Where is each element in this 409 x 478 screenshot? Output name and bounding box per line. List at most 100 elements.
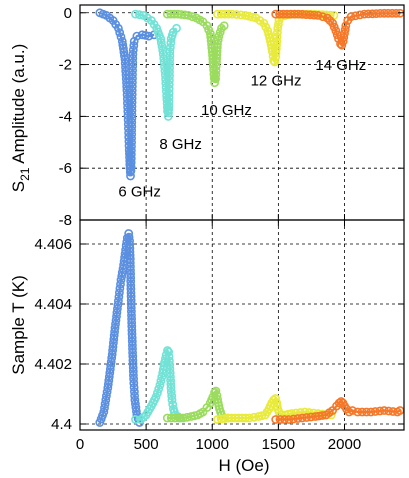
data-point — [127, 137, 136, 147]
data-point — [166, 413, 176, 423]
data-point — [99, 407, 109, 417]
data-point — [236, 10, 246, 20]
data-point — [127, 78, 137, 87]
data-point — [275, 415, 285, 424]
data-point — [126, 171, 135, 181]
data-point — [370, 407, 380, 416]
data-point — [102, 391, 111, 401]
data-point — [297, 413, 307, 423]
y-tick-label: 4.4 — [51, 416, 72, 433]
data-point — [165, 67, 174, 77]
s21-ylabel-prefix: S — [9, 181, 28, 192]
data-point — [100, 403, 109, 413]
x-tick-label: 500 — [134, 436, 159, 453]
data-point — [270, 57, 280, 67]
data-point — [129, 387, 139, 396]
y-tick-label: 4.402 — [34, 356, 72, 373]
y-tick-label: -2 — [59, 57, 72, 74]
data-point — [167, 391, 177, 401]
data-point — [355, 10, 365, 20]
data-point — [272, 40, 281, 50]
data-point — [284, 415, 294, 424]
frequency-annotations: 6 GHz 8 GHz 10 GHz 12 GHz 14 GHz — [118, 57, 366, 201]
x-tick-label: 0 — [76, 436, 84, 453]
data-point — [341, 21, 351, 31]
bottom-plot-frame — [79, 219, 405, 431]
frequency-annotation: 12 GHz — [251, 72, 302, 89]
data-point — [113, 300, 123, 310]
data-point — [302, 413, 311, 422]
data-point — [178, 413, 188, 423]
data-point — [213, 39, 222, 49]
data-point — [211, 386, 221, 396]
top-series-group — [95, 8, 405, 181]
data-point — [210, 78, 219, 88]
data-point — [163, 346, 172, 355]
x-axis-label: H (Oe) — [219, 456, 270, 475]
data-point — [114, 23, 123, 33]
data-point — [126, 145, 136, 155]
data-point — [165, 42, 175, 52]
data-point — [167, 395, 177, 405]
data-point — [127, 133, 136, 143]
s21-y-axis-label: S21 Amplitude (a.u.) — [9, 44, 32, 192]
series-0 — [95, 8, 159, 181]
data-point — [293, 414, 303, 423]
data-point — [271, 415, 281, 424]
data-point — [244, 413, 254, 423]
data-point — [313, 10, 323, 20]
frequency-annotation: 6 GHz — [118, 184, 161, 201]
data-point — [135, 10, 144, 20]
data-point — [213, 35, 223, 45]
data-point — [301, 10, 311, 19]
data-point — [288, 414, 298, 424]
y-tick-label: 4.406 — [34, 236, 72, 253]
y-tick-label: -8 — [59, 212, 72, 229]
data-point — [115, 288, 124, 297]
data-point — [211, 66, 221, 75]
s21-amplitude-panel: 0 -2 -4 -6 -8 6 GHz 8 GHz 10 GHz 12 GHz 14 GHz S… — [9, 4, 405, 229]
data-point — [126, 162, 136, 172]
series-1 — [131, 346, 185, 424]
data-point — [164, 356, 174, 366]
data-point — [164, 352, 174, 361]
top-y-tick-labels: 0 -2 -4 -6 -8 — [59, 5, 72, 229]
data-point — [306, 412, 316, 422]
data-point — [164, 80, 174, 89]
data-point — [151, 392, 161, 402]
data-point — [132, 31, 142, 41]
data-point — [116, 32, 126, 42]
bottom-series-group — [95, 229, 405, 427]
data-point — [129, 374, 138, 384]
series-2 — [162, 386, 233, 423]
data-point — [101, 395, 111, 405]
data-point — [131, 415, 140, 424]
data-point — [129, 41, 139, 50]
data-point — [154, 384, 164, 394]
data-point — [241, 413, 251, 423]
data-point — [247, 12, 257, 22]
data-point — [131, 9, 140, 19]
data-point — [211, 74, 220, 84]
data-point — [128, 49, 138, 59]
series-0 — [95, 229, 144, 427]
data-point — [127, 141, 136, 151]
x-tick-label: 2000 — [328, 436, 361, 453]
data-point — [379, 406, 389, 415]
data-point — [129, 378, 139, 388]
data-point — [115, 28, 125, 37]
data-point — [152, 388, 162, 398]
series-1 — [131, 9, 181, 121]
data-point — [219, 21, 229, 31]
data-point — [223, 9, 233, 19]
data-point — [126, 166, 136, 176]
data-point — [371, 9, 381, 18]
data-point — [155, 380, 165, 390]
data-point — [357, 407, 367, 417]
sample-temperature-panel: 4.4 4.402 4.404 4.406 0 500 1000 1500 2000 Samp… — [9, 219, 405, 475]
series-line — [98, 233, 141, 423]
data-point — [217, 23, 226, 33]
data-point — [164, 93, 174, 102]
data-point — [346, 12, 356, 22]
